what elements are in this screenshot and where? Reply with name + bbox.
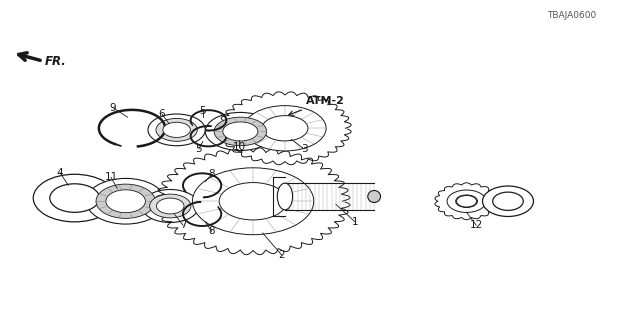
Ellipse shape	[368, 190, 381, 203]
Ellipse shape	[86, 178, 165, 224]
Text: TBAJA0600: TBAJA0600	[547, 11, 596, 20]
Ellipse shape	[262, 116, 308, 141]
Ellipse shape	[50, 184, 100, 212]
Text: 6: 6	[159, 109, 165, 119]
Text: FR.: FR.	[45, 54, 67, 68]
Text: 2: 2	[278, 250, 285, 260]
Ellipse shape	[106, 190, 145, 213]
Text: 8: 8	[209, 226, 215, 236]
Ellipse shape	[141, 189, 199, 222]
Text: 4: 4	[57, 168, 63, 178]
Ellipse shape	[156, 118, 197, 141]
Ellipse shape	[33, 174, 116, 222]
Ellipse shape	[493, 192, 524, 210]
Text: 5: 5	[200, 106, 206, 116]
Ellipse shape	[205, 112, 275, 150]
Ellipse shape	[163, 122, 190, 138]
Text: 8: 8	[209, 169, 215, 179]
Ellipse shape	[456, 195, 477, 207]
Ellipse shape	[193, 168, 314, 235]
Text: ATM-2: ATM-2	[289, 96, 345, 116]
Ellipse shape	[244, 106, 326, 151]
Ellipse shape	[223, 122, 258, 141]
Text: 10: 10	[232, 142, 246, 152]
Ellipse shape	[483, 186, 534, 216]
Ellipse shape	[214, 117, 267, 146]
Ellipse shape	[150, 194, 191, 218]
Ellipse shape	[96, 184, 156, 218]
Text: 5: 5	[196, 144, 202, 154]
Text: 7: 7	[180, 220, 186, 230]
Text: 9: 9	[109, 103, 116, 113]
Ellipse shape	[277, 183, 292, 210]
Ellipse shape	[447, 190, 486, 212]
Ellipse shape	[219, 182, 287, 220]
Ellipse shape	[456, 196, 477, 207]
Text: 3: 3	[301, 144, 307, 154]
Ellipse shape	[148, 114, 205, 146]
Text: 12: 12	[470, 220, 483, 230]
Text: 11: 11	[104, 172, 118, 182]
Text: 1: 1	[352, 217, 358, 227]
Ellipse shape	[157, 198, 184, 214]
